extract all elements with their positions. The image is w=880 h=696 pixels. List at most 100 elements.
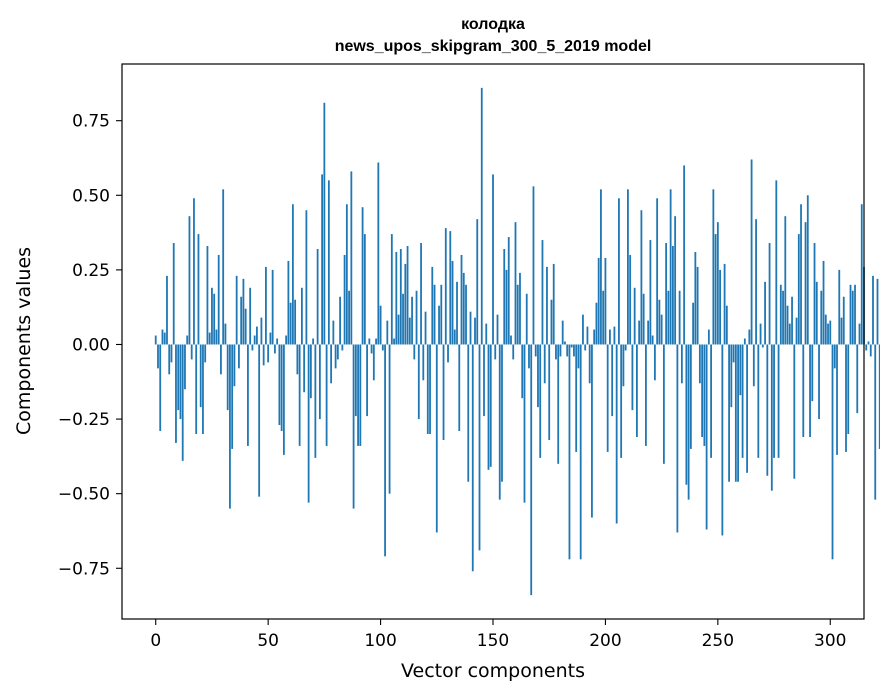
bar (584, 344, 587, 351)
bar (528, 344, 530, 369)
bar (323, 102, 326, 345)
bar (784, 216, 787, 345)
bar (719, 269, 721, 345)
bar (408, 317, 411, 345)
bar (858, 323, 861, 345)
bar (217, 254, 220, 345)
bar (649, 240, 652, 345)
bar (534, 344, 537, 357)
bar (561, 320, 564, 345)
bar (474, 317, 476, 345)
bar (705, 344, 708, 530)
bar (750, 159, 753, 345)
bar (413, 344, 416, 360)
bar (278, 344, 281, 426)
bar (579, 344, 582, 560)
bar (692, 302, 695, 345)
bar (512, 344, 515, 360)
bar (653, 344, 656, 381)
bar (806, 195, 809, 345)
bar-series (154, 87, 880, 596)
bar (820, 290, 823, 345)
bar (743, 338, 746, 345)
bar (575, 344, 578, 452)
bar (154, 335, 157, 345)
bar (271, 269, 274, 345)
bar (867, 341, 870, 345)
bar (321, 174, 324, 345)
bar (714, 234, 717, 345)
bar (773, 344, 775, 458)
bar (370, 344, 373, 354)
bar (768, 243, 771, 345)
bar (827, 323, 829, 345)
bar (730, 344, 733, 408)
bar (402, 293, 404, 345)
bar (163, 332, 166, 345)
bar (854, 284, 856, 345)
bar (327, 180, 330, 345)
bar (746, 344, 748, 473)
x-tick-label: 300 (814, 631, 846, 651)
bar (860, 204, 863, 345)
y-tick-label: −0.25 (58, 410, 110, 430)
bar (406, 246, 409, 345)
bar (507, 237, 510, 345)
bar (359, 344, 362, 446)
bar (543, 344, 546, 384)
bar (420, 243, 422, 345)
bar (435, 344, 438, 533)
bar (510, 335, 512, 345)
bar (809, 344, 811, 437)
bar (741, 344, 744, 458)
bar (330, 344, 333, 384)
bar (588, 344, 591, 384)
bar (242, 278, 245, 345)
bar (797, 234, 800, 345)
bar (552, 263, 555, 345)
bar (845, 344, 847, 452)
bar (476, 219, 479, 345)
bar (282, 344, 285, 455)
bar (294, 299, 297, 345)
bar (593, 329, 596, 345)
bar (175, 344, 177, 443)
bar (647, 320, 650, 345)
bar (213, 293, 216, 345)
bar (303, 344, 306, 393)
bar (874, 344, 877, 500)
bar (586, 326, 589, 345)
bar (532, 186, 535, 345)
bar (377, 162, 380, 345)
bar (451, 260, 454, 345)
bar (620, 344, 623, 458)
bar (386, 320, 389, 345)
bar (703, 344, 706, 446)
bar (795, 317, 798, 345)
bar (550, 299, 553, 345)
bar (440, 284, 443, 345)
bar (761, 344, 764, 348)
bar (415, 290, 418, 345)
bar (566, 344, 569, 357)
bar (285, 335, 288, 345)
bar (642, 293, 645, 345)
bar (465, 284, 467, 345)
bar (676, 344, 679, 533)
bar (631, 344, 634, 411)
bar (557, 344, 560, 464)
bar (622, 344, 625, 387)
bar (350, 171, 353, 345)
bar (505, 269, 508, 345)
bar (582, 314, 584, 345)
bar (597, 257, 600, 345)
bar (498, 344, 501, 500)
x-axis: 0 50 100 150 200 250 300 (150, 619, 846, 651)
bar (698, 344, 701, 384)
bar (865, 344, 868, 351)
bar (280, 344, 283, 432)
bar (388, 344, 391, 494)
bar (604, 257, 607, 345)
bar (240, 296, 243, 345)
bar (462, 272, 465, 345)
